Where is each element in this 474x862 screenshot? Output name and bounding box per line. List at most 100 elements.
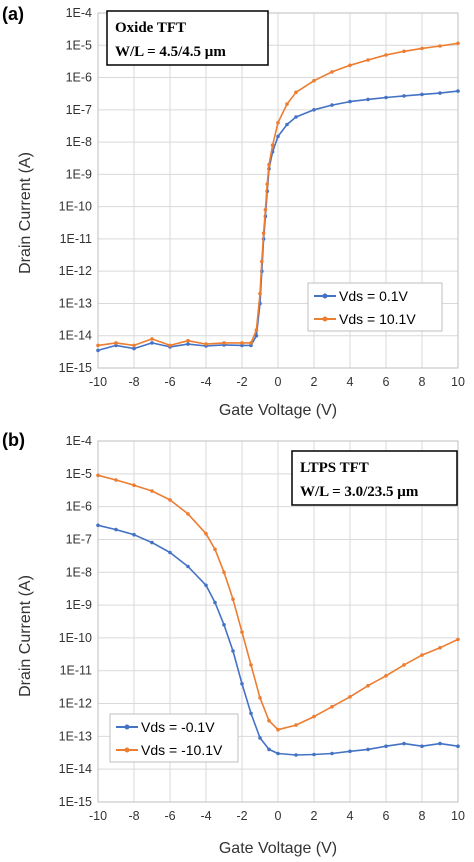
legend-label-vds-10.1v: Vds = 10.1V	[339, 311, 416, 327]
panel-a-x-tick-label: 2	[311, 375, 318, 389]
panel-a-y-tick-label: 1E-15	[59, 361, 92, 375]
panel-a-data-point-vds-10.1v	[132, 343, 136, 348]
panel-b-data-point-vds-minus-0.1v	[348, 749, 352, 754]
panel-a-data-point-vds-0.1v	[384, 95, 388, 100]
panel-a-x-tick-label: 6	[383, 375, 390, 389]
panel-b-data-point-vds-minus-10.1v	[249, 663, 253, 667]
panel-a-data-point-vds-10.1v	[260, 259, 264, 264]
panel-a-data-point-vds-0.1v	[294, 115, 298, 119]
panel-b-data-point-vds-minus-10.1v	[204, 531, 208, 536]
panel-b-y-tick-label: 1E-12	[59, 697, 92, 711]
panel-a-data-point-vds-0.1v	[366, 97, 370, 102]
panel-a-y-tick-label: 1E-10	[59, 200, 92, 214]
panel-b-data-point-vds-minus-0.1v	[276, 751, 280, 756]
panel-a-plot-area	[97, 12, 459, 369]
panel-a-data-point-vds-0.1v	[285, 122, 289, 127]
panel-a-data-point-vds-10.1v	[114, 341, 118, 345]
panel-a-data-point-vds-0.1v	[438, 91, 442, 95]
panel-a-label: (a)	[2, 4, 24, 24]
panel-a-y-tick-label: 1E-9	[66, 167, 92, 181]
panel-b-data-point-vds-minus-10.1v	[96, 473, 100, 478]
panel-b-data-point-vds-minus-0.1v	[330, 751, 334, 756]
panel-a-data-point-vds-10.1v	[254, 328, 259, 332]
panel-b-data-point-vds-minus-0.1v	[366, 747, 370, 752]
panel-b-data-point-vds-minus-10.1v	[267, 718, 271, 723]
panel-a-data-point-vds-10.1v	[366, 58, 370, 62]
panel-b-data-point-vds-minus-0.1v	[96, 523, 100, 528]
panel-b-data-point-vds-minus-0.1v	[114, 527, 118, 532]
panel-a-data-point-vds-10.1v	[294, 90, 298, 95]
legend-label-vds-minus-0.1v: Vds = -0.1V	[141, 719, 215, 735]
panel-a-data-point-vds-10.1v	[222, 341, 226, 345]
panel-b-data-point-vds-minus-10.1v	[258, 696, 262, 700]
panel-a-y-tick-label: 1E-8	[66, 135, 92, 149]
panel-a-data-point-vds-0.1v	[186, 342, 190, 346]
panel-a-annotation-line-2: W/L = 4.5/4.5 μm	[115, 44, 226, 60]
panel-a-data-point-vds-0.1v	[276, 134, 280, 139]
panel-b-data-point-vds-minus-0.1v	[438, 741, 442, 746]
panel-b-y-tick-label: 1E-11	[60, 664, 92, 678]
panel-b-data-point-vds-minus-10.1v	[330, 704, 334, 709]
panel-a-data-point-vds-10.1v	[263, 208, 268, 212]
panel-b-legend: Vds = -0.1V Vds = -10.1V	[109, 713, 239, 763]
panel-a-data-point-vds-10.1v	[420, 46, 424, 51]
panel-b-y-tick-label: 1E-14	[59, 762, 92, 776]
panel-b-data-point-vds-minus-0.1v	[132, 532, 136, 537]
panel-a-x-axis-title: Gate Voltage (V)	[219, 402, 337, 419]
panel-a-data-point-vds-0.1v	[240, 343, 244, 348]
panel-a-y-axis-title: Drain Current (A)	[17, 152, 34, 274]
panel-b-series	[96, 473, 460, 757]
panel-a-data-point-vds-10.1v	[258, 291, 262, 296]
panel-a-annotation-line-1: Oxide TFT	[115, 20, 186, 36]
panel-b-data-point-vds-minus-10.1v	[213, 547, 217, 552]
panel-b-data-point-vds-minus-0.1v	[168, 550, 172, 555]
panel-b-data-point-vds-minus-10.1v	[384, 674, 388, 678]
panel-a-data-point-vds-10.1v	[276, 120, 280, 125]
panel-b-data-point-vds-minus-0.1v	[294, 753, 298, 757]
panel-b-data-point-vds-minus-0.1v	[213, 600, 217, 605]
panel-a-data-point-vds-10.1v	[240, 341, 244, 345]
panel-b-x-tick-label: -6	[164, 809, 175, 823]
panel-a-data-point-vds-0.1v	[96, 348, 100, 353]
panel-b-data-point-vds-minus-10.1v	[456, 637, 460, 642]
panel-b-y-ticks: 1E-15 1E-14 1E-13 1E-12 1E-11 1E-10 1E-9 1E-8 1E…	[59, 434, 92, 809]
panel-a-data-point-vds-10.1v	[204, 342, 208, 346]
panel-b-y-tick-label: 1E-5	[66, 467, 92, 481]
panel-b-data-point-vds-minus-10.1v	[240, 630, 244, 634]
panel-b-data-point-vds-minus-0.1v	[312, 752, 316, 757]
panel-b-data-point-vds-minus-0.1v	[186, 564, 190, 569]
panel-b-data-point-vds-minus-0.1v	[204, 583, 208, 588]
panel-b-x-tick-label: 4	[347, 809, 354, 823]
panel-b-plot-area	[97, 440, 459, 803]
panel-a: (a) 1E-151E-141E-131E-121E-111E-101E-91E…	[2, 4, 465, 419]
panel-a-y-ticks: 1E-15 1E-14 1E-13 1E-12 1E-11 1E-10 1E-9 1E-8 1E…	[59, 6, 92, 375]
panel-b-data-point-vds-minus-0.1v	[420, 744, 424, 748]
panel-a-y-tick-label: 1E-13	[59, 296, 92, 310]
panel-a-data-point-vds-10.1v	[384, 53, 388, 57]
panel-a-x-tick-label: 0	[275, 375, 282, 389]
panel-b-data-point-vds-minus-0.1v	[231, 649, 235, 653]
panel-b: (b) 1E-151E-141E-131E-121E-111E-101E-91E…	[2, 430, 465, 857]
panel-b-data-point-vds-minus-0.1v	[258, 736, 262, 740]
panel-a-x-tick-label: -8	[128, 375, 139, 389]
panel-a-data-point-vds-10.1v	[249, 341, 253, 345]
panel-a-data-point-vds-10.1v	[330, 70, 334, 74]
panel-a-data-point-vds-10.1v	[456, 41, 460, 46]
panel-a-data-point-vds-0.1v	[456, 89, 460, 93]
panel-a-data-point-vds-10.1v	[186, 338, 190, 343]
panel-b-x-tick-label: -10	[89, 809, 107, 823]
panel-b-y-axis-title: Drain Current (A)	[17, 575, 34, 697]
panel-a-data-point-vds-10.1v	[265, 182, 270, 186]
panel-a-y-tick-label: 1E-6	[66, 71, 92, 85]
panel-b-data-point-vds-minus-10.1v	[150, 489, 154, 493]
panel-b-y-tick-label: 1E-13	[59, 729, 92, 743]
panel-a-data-point-vds-10.1v	[312, 78, 316, 83]
panel-a-x-tick-label: -10	[89, 375, 107, 389]
panel-a-data-point-vds-0.1v	[150, 341, 154, 345]
panel-b-data-point-vds-minus-0.1v	[384, 744, 388, 748]
panel-b-data-point-vds-minus-0.1v	[222, 623, 226, 627]
panel-b-data-point-vds-minus-0.1v	[249, 711, 253, 716]
panel-a-y-tick-label: 1E-7	[66, 103, 92, 117]
panel-b-y-tick-label: 1E-6	[66, 500, 92, 514]
